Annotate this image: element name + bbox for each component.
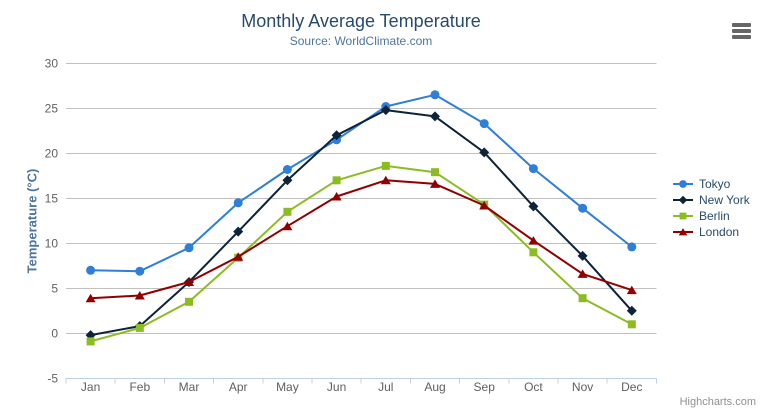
legend-label: London (699, 225, 740, 239)
data-point-tokyo-Oct[interactable] (528, 164, 538, 174)
series-tokyo (86, 90, 637, 276)
x-axis-label: Jul (378, 380, 393, 394)
data-point-london-Mar[interactable] (184, 277, 194, 287)
data-point-new-york-Sep[interactable] (479, 147, 490, 158)
data-point-london-Aug[interactable] (430, 179, 440, 188)
y-axis-label: 5 (51, 281, 58, 295)
chart-title: Monthly Average Temperature (241, 11, 481, 31)
y-axis-label: 20 (45, 146, 59, 160)
hamburger-icon (732, 35, 751, 39)
data-point-tokyo-Jan[interactable] (86, 265, 96, 275)
x-axis-label: Jan (81, 380, 100, 394)
data-point-london-May[interactable] (282, 221, 293, 231)
series-new-york (85, 105, 637, 341)
data-point-london-Dec[interactable] (626, 285, 637, 295)
data-point-london-Apr[interactable] (233, 252, 244, 261)
y-axis-label: 15 (45, 191, 59, 205)
x-axis-label: Feb (129, 380, 150, 394)
data-point-berlin-Feb[interactable] (135, 323, 144, 332)
data-point-tokyo-Sep[interactable] (479, 119, 489, 129)
triangle-marker-icon (678, 228, 688, 236)
y-axis-label: 30 (45, 56, 59, 70)
circle-marker-icon (679, 180, 687, 188)
data-point-london-Jan[interactable] (85, 293, 96, 303)
x-axis-label: Mar (179, 380, 200, 394)
series-line (89, 164, 633, 343)
legend-item-tokyo[interactable]: Tokyo (672, 176, 750, 192)
data-point-berlin-Jun[interactable] (332, 176, 341, 185)
data-point-london-Jun[interactable] (331, 192, 342, 201)
data-point-london-Jul[interactable] (380, 175, 391, 185)
x-axis-label: Sep (474, 380, 496, 394)
data-point-berlin-Dec[interactable] (627, 320, 636, 329)
data-point-new-york-Dec[interactable] (626, 305, 637, 316)
x-axis-label: Oct (524, 380, 543, 394)
legend-circle-icon (673, 180, 693, 188)
x-axis-label: Aug (424, 380, 445, 394)
square-marker-icon (679, 212, 687, 220)
legend-label: Berlin (699, 209, 730, 223)
data-point-new-york-Nov[interactable] (577, 250, 588, 261)
data-point-new-york-Apr[interactable] (233, 226, 244, 237)
data-point-tokyo-Feb[interactable] (135, 266, 145, 276)
x-axis-label: May (276, 380, 299, 394)
data-point-tokyo-Aug[interactable] (430, 90, 440, 100)
legend-diamond-icon (673, 195, 693, 205)
series-london (85, 175, 637, 303)
series-line (89, 93, 633, 273)
data-point-london-Oct[interactable] (528, 236, 539, 245)
y-axis-label: -5 (47, 371, 58, 385)
y-axis-title: Temperature (°C) (24, 168, 40, 274)
data-point-berlin-May[interactable] (283, 207, 292, 216)
series-line (89, 109, 633, 337)
data-point-tokyo-Mar[interactable] (184, 243, 194, 253)
data-point-berlin-Nov[interactable] (578, 294, 587, 303)
x-axis-label: Dec (621, 380, 642, 394)
legend-square-icon (673, 212, 693, 220)
legend-label: New York (699, 193, 750, 207)
data-point-new-york-Jun[interactable] (331, 130, 342, 141)
data-point-berlin-Mar[interactable] (185, 297, 193, 306)
data-point-new-york-Oct[interactable] (528, 201, 539, 212)
y-axis-label: 10 (45, 236, 59, 250)
hamburger-icon (732, 23, 751, 27)
series-line (89, 179, 633, 300)
data-point-berlin-Oct[interactable] (529, 248, 538, 257)
data-point-london-Nov[interactable] (577, 269, 588, 278)
context-menu-button[interactable] (732, 23, 751, 39)
legend: Tokyo New York Berlin London (672, 176, 750, 240)
legend-label: Tokyo (699, 177, 731, 191)
x-axis-label: Nov (572, 380, 593, 394)
legend-item-berlin[interactable]: Berlin (672, 208, 750, 224)
data-point-london-Feb[interactable] (134, 291, 145, 300)
diamond-marker-icon (678, 195, 688, 205)
data-point-new-york-May[interactable] (282, 175, 293, 186)
data-point-tokyo-Apr[interactable] (233, 198, 243, 208)
data-point-berlin-Jul[interactable] (381, 161, 390, 170)
y-axis-label: 0 (51, 326, 58, 340)
data-point-new-york-Aug[interactable] (430, 111, 440, 122)
x-axis-label: Apr (229, 380, 248, 394)
data-point-new-york-Jul[interactable] (380, 105, 391, 116)
chart-subtitle: Source: WorldClimate.com (289, 34, 433, 48)
data-point-berlin-Aug[interactable] (431, 168, 439, 177)
legend-triangle-icon (673, 228, 693, 236)
data-point-berlin-Jan[interactable] (86, 337, 95, 346)
legend-item-new-york[interactable]: New York (672, 192, 750, 208)
data-point-tokyo-Dec[interactable] (627, 242, 637, 252)
credits-link[interactable]: Highcharts.com (679, 396, 756, 408)
data-point-tokyo-May[interactable] (282, 165, 292, 174)
legend-item-london[interactable]: London (672, 224, 750, 240)
x-axis-label: Jun (327, 380, 346, 394)
y-axis-label: 25 (45, 101, 59, 115)
data-point-tokyo-Nov[interactable] (578, 203, 588, 213)
hamburger-icon (732, 29, 751, 33)
data-point-london-Sep[interactable] (479, 201, 490, 210)
